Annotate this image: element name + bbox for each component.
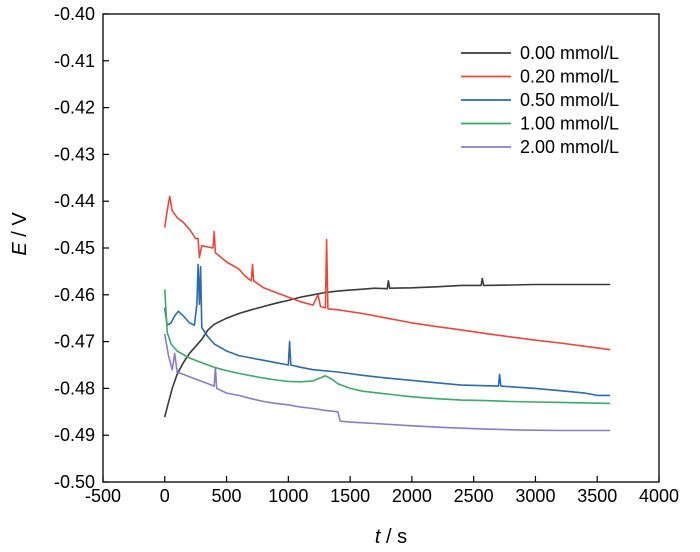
legend-label: 0.50 mmol/L (520, 90, 619, 110)
x-axis-title-italic: t (375, 526, 382, 548)
legend-label: 2.00 mmol/L (520, 137, 619, 157)
x-tick-label: -500 (85, 486, 121, 506)
y-tick-label: -0.45 (54, 238, 95, 258)
series-line-4 (164, 333, 611, 432)
x-tick-label: 3500 (577, 486, 617, 506)
x-tick-label: 3000 (515, 486, 555, 506)
y-tick-label: -0.49 (54, 425, 95, 445)
series-line-0 (164, 277, 611, 418)
svg-text:E / V: E / V (9, 212, 31, 256)
x-tick-label: 1500 (330, 486, 370, 506)
y-tick-label: -0.41 (54, 51, 95, 71)
legend-label: 0.00 mmol/L (520, 43, 619, 63)
x-tick-label: 2000 (392, 486, 432, 506)
y-tick-label: -0.47 (54, 332, 95, 352)
y-tick-label: -0.46 (54, 285, 95, 305)
y-axis-title-italic: E (9, 242, 31, 256)
x-axis-title: t / s (375, 526, 407, 548)
x-tick-label: 4000 (639, 486, 679, 506)
y-axis-title-unit: / V (9, 212, 31, 243)
y-tick-label: -0.40 (54, 4, 95, 24)
legend: 0.00 mmol/L 0.20 mmol/L 0.50 mmol/L 1.00 mm… (461, 43, 619, 157)
x-tick-label: 1000 (268, 486, 308, 506)
y-tick-label: -0.42 (54, 98, 95, 118)
series-line-1 (164, 195, 611, 351)
plot-area: -500 0 500 1000 1500 2000 2500 3000 3500 4000 -0.4… (54, 4, 679, 506)
y-axis-title: E / V (9, 212, 31, 256)
series-line-2 (164, 263, 611, 397)
legend-label: 0.20 mmol/L (520, 67, 619, 87)
svg-text:t / s: t / s (375, 526, 407, 548)
y-tick-label: -0.48 (54, 378, 95, 398)
x-axis-title-unit: / s (380, 526, 407, 548)
y-tick-label: -0.50 (54, 472, 95, 492)
y-tick-label: -0.43 (54, 144, 95, 164)
x-tick-label: 500 (212, 486, 242, 506)
x-tick-label: 0 (160, 486, 170, 506)
x-tick-label: 2500 (454, 486, 494, 506)
y-tick-label: -0.44 (54, 191, 95, 211)
legend-label: 1.00 mmol/L (520, 114, 619, 134)
series-line-3 (164, 289, 611, 405)
